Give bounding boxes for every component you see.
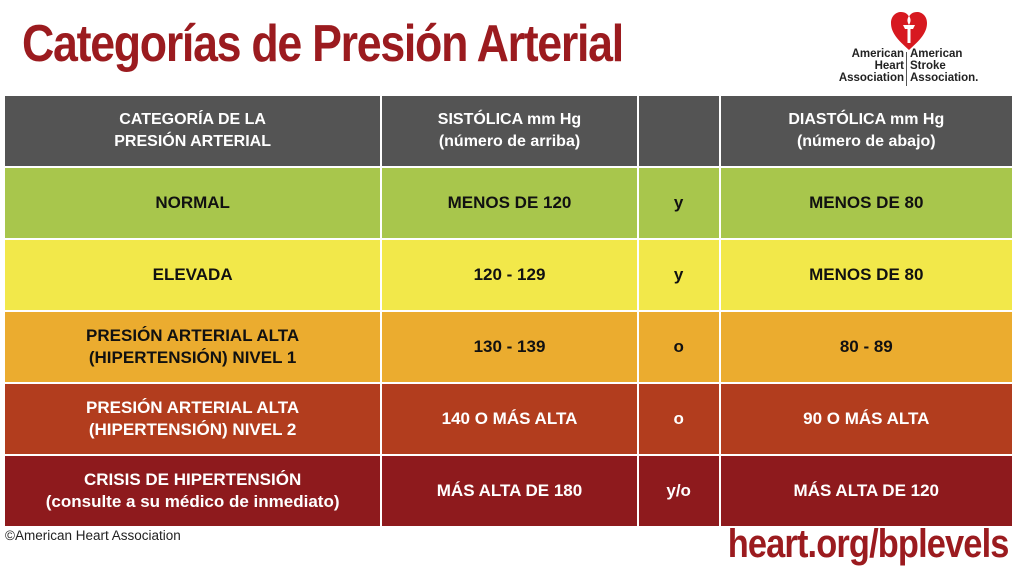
row-diastolic: MÁS ALTA DE 120 xyxy=(720,456,1012,526)
row-category: PRESIÓN ARTERIAL ALTA (HIPERTENSIÓN) NIVE… xyxy=(5,312,381,382)
table-row-crisis: CRISIS DE HIPERTENSIÓN (consulte a su méd… xyxy=(5,456,1012,526)
row-diastolic: MENOS DE 80 xyxy=(720,240,1012,310)
copyright-text: ©American Heart Association xyxy=(5,528,181,543)
row-category: ELEVADA xyxy=(5,240,381,310)
row-systolic: 120 - 129 xyxy=(382,240,637,310)
logo-divider xyxy=(906,52,907,86)
row-connector: o xyxy=(638,384,719,454)
row-connector: y xyxy=(638,240,719,310)
table-row-elevada: ELEVADA 120 - 129 y MENOS DE 80 xyxy=(5,240,1012,310)
table-header-row: CATEGORÍA DE LA PRESIÓN ARTERIAL SISTÓLIC… xyxy=(5,96,1012,166)
row-connector: y xyxy=(638,168,719,238)
header-systolic: SISTÓLICA mm Hg (número de arriba) xyxy=(382,96,637,166)
website-url[interactable]: heart.org/bplevels xyxy=(728,522,1010,566)
header-category: CATEGORÍA DE LA PRESIÓN ARTERIAL xyxy=(5,96,381,166)
blood-pressure-table: CATEGORÍA DE LA PRESIÓN ARTERIAL SISTÓLIC… xyxy=(5,96,1012,528)
heart-torch-icon xyxy=(891,12,927,50)
row-category: CRISIS DE HIPERTENSIÓN (consulte a su méd… xyxy=(5,456,381,526)
row-connector: o xyxy=(638,312,719,382)
row-category: NORMAL xyxy=(5,168,381,238)
row-systolic: MÁS ALTA DE 180 xyxy=(382,456,637,526)
asa-logo-text: American Stroke Association. xyxy=(910,48,979,84)
row-systolic: 130 - 139 xyxy=(382,312,637,382)
row-systolic: MENOS DE 120 xyxy=(382,168,637,238)
header-diastolic: DIASTÓLICA mm Hg (número de abajo) xyxy=(720,96,1012,166)
row-diastolic: 90 O MÁS ALTA xyxy=(720,384,1012,454)
aha-logo-text: American Heart Association xyxy=(838,48,904,84)
header-connector xyxy=(638,96,719,166)
page-title: Categorías de Presión Arterial xyxy=(22,15,624,73)
table-row-nivel-1: PRESIÓN ARTERIAL ALTA (HIPERTENSIÓN) NIVE… xyxy=(5,312,1012,382)
table-row-nivel-2: PRESIÓN ARTERIAL ALTA (HIPERTENSIÓN) NIVE… xyxy=(5,384,1012,454)
row-diastolic: 80 - 89 xyxy=(720,312,1012,382)
row-connector: y/o xyxy=(638,456,719,526)
aha-asa-logo: American Heart Association American Stro… xyxy=(838,8,998,88)
table-row-normal: NORMAL MENOS DE 120 y MENOS DE 80 xyxy=(5,168,1012,238)
row-diastolic: MENOS DE 80 xyxy=(720,168,1012,238)
row-category: PRESIÓN ARTERIAL ALTA (HIPERTENSIÓN) NIVE… xyxy=(5,384,381,454)
row-systolic: 140 O MÁS ALTA xyxy=(382,384,637,454)
